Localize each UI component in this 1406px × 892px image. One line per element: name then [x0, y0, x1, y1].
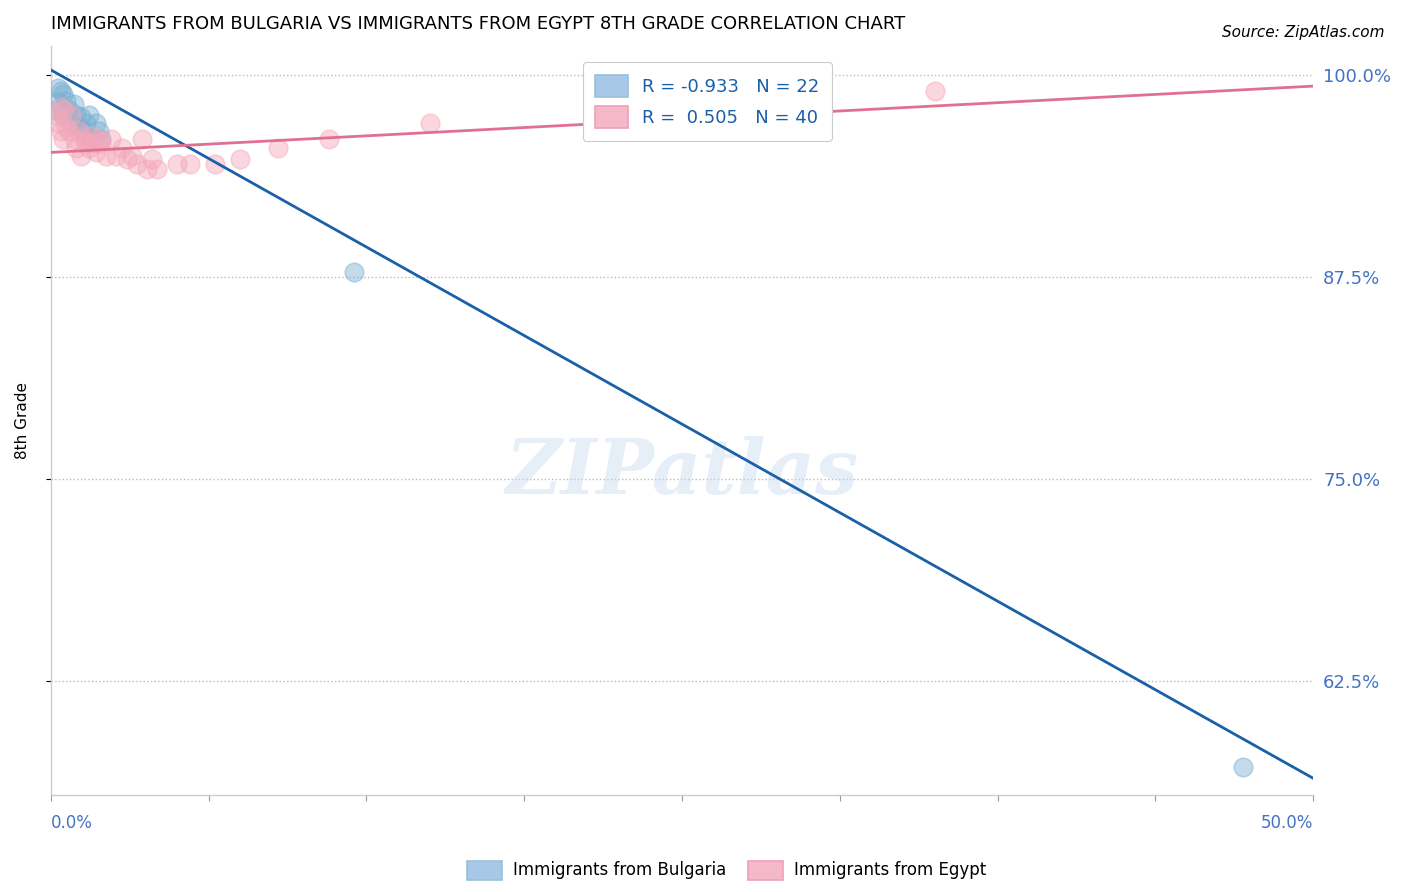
Point	[62, 132, 84, 146]
Point	[60, 108, 83, 122]
Point	[135, 161, 157, 176]
Point	[49, 100, 72, 114]
Point	[67, 124, 90, 138]
Point	[141, 152, 163, 166]
Text: ZIPatlas: ZIPatlas	[506, 435, 859, 509]
Point	[115, 152, 138, 166]
Point	[58, 124, 80, 138]
Point	[318, 132, 340, 146]
Point	[204, 157, 226, 171]
Point	[70, 148, 93, 162]
Point	[924, 84, 946, 98]
Point	[77, 108, 100, 122]
Point	[105, 148, 128, 162]
Point	[48, 116, 70, 130]
Point	[52, 108, 75, 122]
Point	[52, 87, 75, 102]
Text: Source: ZipAtlas.com: Source: ZipAtlas.com	[1222, 25, 1385, 40]
Point	[49, 124, 72, 138]
Point	[121, 148, 143, 162]
Point	[67, 120, 90, 134]
Text: IMMIGRANTS FROM BULGARIA VS IMMIGRANTS FROM EGYPT 8TH GRADE CORRELATION CHART: IMMIGRANTS FROM BULGARIA VS IMMIGRANTS F…	[51, 15, 905, 33]
Point	[60, 116, 83, 130]
Point	[90, 132, 112, 146]
Point	[55, 94, 77, 108]
Point	[65, 140, 87, 154]
Point	[52, 132, 75, 146]
Point	[90, 136, 112, 150]
Text: 0.0%: 0.0%	[51, 814, 93, 832]
Point	[75, 136, 97, 150]
Point	[87, 124, 110, 138]
Point	[84, 145, 107, 160]
Point	[62, 96, 84, 111]
Point	[100, 132, 122, 146]
Point	[75, 116, 97, 130]
Point	[65, 108, 87, 122]
Point	[72, 124, 94, 138]
Text: Immigrants from Egypt: Immigrants from Egypt	[794, 861, 987, 879]
Point	[166, 157, 188, 171]
Point	[70, 110, 93, 124]
Point	[45, 108, 67, 122]
Point	[49, 84, 72, 98]
Point	[179, 157, 201, 171]
Point	[229, 152, 252, 166]
Point	[343, 265, 366, 279]
Point	[80, 132, 103, 146]
Point	[267, 140, 290, 154]
Point	[72, 132, 94, 146]
Y-axis label: 8th Grade: 8th Grade	[15, 382, 30, 458]
Point	[87, 132, 110, 146]
Point	[146, 161, 169, 176]
Point	[48, 80, 70, 95]
Point	[48, 95, 70, 110]
Point	[58, 103, 80, 118]
Point	[110, 140, 132, 154]
Point	[125, 157, 148, 171]
Point	[77, 140, 100, 154]
Point	[55, 120, 77, 134]
Point	[45, 103, 67, 118]
Point	[84, 116, 107, 130]
Point	[52, 103, 75, 118]
Text: Immigrants from Bulgaria: Immigrants from Bulgaria	[513, 861, 727, 879]
Point	[96, 148, 118, 162]
Point	[1232, 760, 1254, 774]
Legend: R = -0.933   N = 22, R =  0.505   N = 40: R = -0.933 N = 22, R = 0.505 N = 40	[582, 62, 832, 141]
Text: 50.0%: 50.0%	[1261, 814, 1313, 832]
Point	[419, 116, 441, 130]
Point	[131, 132, 153, 146]
Point	[80, 129, 103, 144]
Point	[83, 136, 105, 150]
